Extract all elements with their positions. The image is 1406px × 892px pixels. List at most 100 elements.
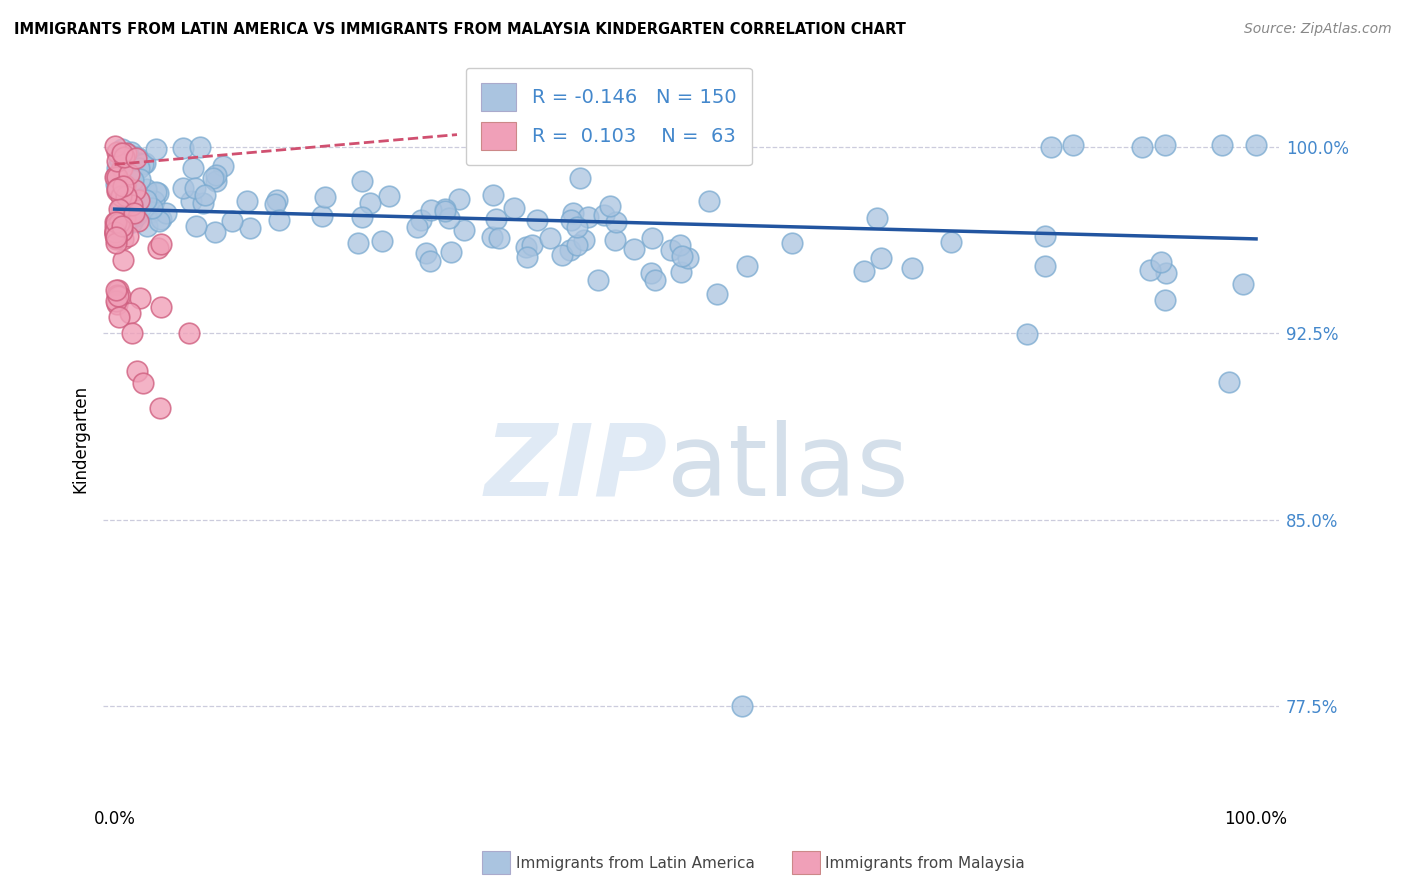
Point xyxy=(193,196,215,211)
Point xyxy=(311,209,333,223)
Point xyxy=(453,222,475,236)
Point xyxy=(1033,259,1056,273)
Point xyxy=(108,216,131,230)
Point xyxy=(112,178,135,193)
Point xyxy=(105,168,128,182)
Point xyxy=(121,198,143,212)
Point xyxy=(415,246,437,260)
Point xyxy=(1211,137,1233,152)
Point xyxy=(150,300,173,314)
Point xyxy=(135,193,157,207)
Point xyxy=(350,174,373,188)
Point xyxy=(205,174,228,188)
Point xyxy=(145,186,167,200)
Point xyxy=(105,161,128,175)
Point xyxy=(481,229,503,244)
Point xyxy=(172,181,194,195)
Point xyxy=(350,210,373,224)
Point xyxy=(104,293,127,308)
Point xyxy=(266,193,288,207)
Point xyxy=(515,239,537,253)
Point xyxy=(141,201,163,215)
Point xyxy=(145,143,167,157)
Point xyxy=(122,193,145,207)
Point xyxy=(111,252,134,267)
Text: Source: ZipAtlas.com: Source: ZipAtlas.com xyxy=(1244,22,1392,37)
Point xyxy=(1153,137,1175,152)
Point xyxy=(117,194,139,209)
Point xyxy=(107,213,129,227)
Point xyxy=(104,219,127,234)
Point xyxy=(104,139,127,153)
Point xyxy=(150,211,173,226)
Point xyxy=(117,146,139,161)
Point xyxy=(204,168,226,182)
Point xyxy=(560,243,582,257)
Point xyxy=(150,236,173,251)
Point xyxy=(115,145,138,160)
Point xyxy=(112,232,135,246)
Point xyxy=(180,194,202,209)
Point xyxy=(149,401,172,415)
Point xyxy=(177,326,200,341)
Point xyxy=(112,154,135,169)
Point xyxy=(107,289,129,303)
Point xyxy=(129,200,152,214)
Point xyxy=(111,224,134,238)
Point xyxy=(114,178,136,192)
Point xyxy=(488,231,510,245)
Point xyxy=(405,220,427,235)
Point xyxy=(104,225,127,239)
Point xyxy=(706,286,728,301)
Point xyxy=(434,202,457,216)
Point xyxy=(194,187,217,202)
Point xyxy=(146,186,169,200)
Point xyxy=(110,161,132,175)
Point xyxy=(114,183,136,197)
Point xyxy=(127,150,149,164)
Point xyxy=(105,177,128,191)
Point xyxy=(669,237,692,252)
Point xyxy=(269,212,291,227)
Point xyxy=(104,170,127,185)
Point xyxy=(125,209,148,223)
Point xyxy=(586,273,609,287)
Point xyxy=(155,206,177,220)
Text: IMMIGRANTS FROM LATIN AMERICA VS IMMIGRANTS FROM MALAYSIA KINDERGARTEN CORRELATI: IMMIGRANTS FROM LATIN AMERICA VS IMMIGRA… xyxy=(14,22,905,37)
Point xyxy=(110,201,132,215)
Point xyxy=(112,211,135,225)
Point xyxy=(148,241,170,255)
Point xyxy=(1039,140,1062,154)
Point xyxy=(121,177,143,191)
Point xyxy=(135,181,157,195)
Point xyxy=(866,211,889,226)
Point xyxy=(105,153,128,168)
Point xyxy=(105,145,128,159)
Point xyxy=(122,206,145,220)
Point xyxy=(104,169,127,184)
Point xyxy=(105,230,128,244)
Text: ZIP: ZIP xyxy=(485,419,668,516)
Point xyxy=(419,202,441,217)
Point xyxy=(221,214,243,228)
Point xyxy=(110,163,132,178)
Point xyxy=(118,306,141,320)
Point xyxy=(132,376,155,390)
Point xyxy=(117,191,139,205)
Point xyxy=(239,220,262,235)
Point xyxy=(184,180,207,194)
Point xyxy=(599,199,621,213)
Point xyxy=(735,259,758,273)
Point xyxy=(110,289,132,303)
Point xyxy=(699,194,721,208)
Point xyxy=(134,155,156,169)
Point xyxy=(121,215,143,229)
Point xyxy=(623,242,645,256)
Point xyxy=(671,249,693,263)
Point xyxy=(561,206,583,220)
Point xyxy=(172,141,194,155)
Point xyxy=(148,213,170,227)
Point xyxy=(107,181,129,195)
Point xyxy=(516,250,538,264)
Point xyxy=(104,283,127,297)
